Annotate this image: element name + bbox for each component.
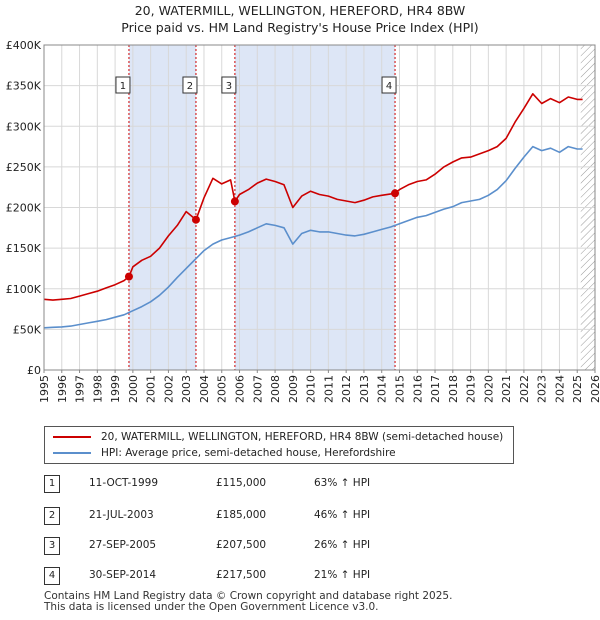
sale-row: 2 21-JUL-2003 £185,000 46% ↑ HPI (44, 506, 564, 526)
x-tick-label: 1996 (56, 375, 69, 403)
x-tick-label: 2003 (180, 375, 193, 403)
sale-number-badge: 3 (44, 537, 60, 555)
sale-label-box (182, 76, 198, 94)
sale-label-box (381, 76, 397, 94)
sale-label-box (221, 76, 237, 94)
legend-swatch-property (53, 436, 91, 438)
x-tick-label: 2017 (429, 375, 442, 403)
x-tick-label: 2015 (393, 375, 406, 403)
x-tick-label: 2004 (198, 375, 211, 403)
y-tick-label: £300K (6, 120, 42, 133)
sale-price: £207,500 (216, 539, 267, 551)
sale-date: 27-SEP-2005 (89, 539, 157, 551)
sale-hpi-change: 21% ↑ HPI (314, 569, 371, 581)
sale-label-box (115, 76, 131, 94)
sale-date: 11-OCT-1999 (89, 477, 158, 489)
sale-hpi-change: 46% ↑ HPI (314, 509, 371, 521)
plot-frame (43, 44, 596, 371)
x-tick-label: 1999 (109, 375, 122, 403)
y-tick-label: £250K (6, 161, 42, 174)
x-tick-label: 2023 (536, 375, 549, 403)
hpi-line (43, 145, 583, 329)
x-tick-label: 2019 (465, 375, 478, 403)
x-tick-label: 2024 (553, 375, 566, 403)
x-tick-label: 2000 (127, 375, 140, 403)
sale-row: 3 27-SEP-2005 £207,500 26% ↑ HPI (44, 536, 564, 556)
sale-point (191, 215, 200, 224)
x-tick-label: 2021 (500, 375, 513, 403)
sale-label-text: 4 (386, 81, 392, 92)
sale-number-badge: 2 (44, 507, 60, 525)
property-price-line (43, 93, 583, 301)
legend-item-property: 20, WATERMILL, WELLINGTON, HEREFORD, HR4… (53, 430, 503, 444)
legend-label-hpi: HPI: Average price, semi-detached house,… (101, 447, 396, 459)
chart-title: 20, WATERMILL, WELLINGTON, HEREFORD, HR4… (134, 3, 466, 18)
x-tick-label: 2007 (251, 375, 264, 403)
y-tick-label: £200K (6, 202, 42, 215)
y-tick-label: £150K (6, 242, 42, 255)
sale-date: 21-JUL-2003 (89, 509, 154, 521)
sale-number-badge: 1 (44, 475, 60, 493)
sale-hpi-change: 26% ↑ HPI (314, 539, 371, 551)
x-tick-label: 2008 (269, 375, 282, 403)
sale-price: £217,500 (216, 569, 267, 581)
x-tick-label: 2018 (447, 375, 460, 403)
sale-hpi-change: 63% ↑ HPI (314, 477, 371, 489)
footer-licence: This data is licensed under the Open Gov… (44, 601, 379, 613)
x-tick-label: 2016 (411, 375, 424, 403)
legend-label-property: 20, WATERMILL, WELLINGTON, HEREFORD, HR4… (101, 431, 504, 443)
sale-row: 1 11-OCT-1999 £115,000 63% ↑ HPI (44, 474, 564, 494)
sale-number-badge: 4 (44, 567, 60, 585)
sale-point (391, 189, 400, 198)
sale-row: 4 30-SEP-2014 £217,500 21% ↑ HPI (44, 566, 564, 586)
x-tick-label: 2014 (376, 375, 389, 403)
sale-label-text: 1 (120, 81, 126, 92)
y-tick-label: £400K (6, 39, 42, 52)
sale-point (230, 197, 239, 206)
sale-label-text: 3 (226, 81, 232, 92)
footer-copyright: Contains HM Land Registry data © Crown c… (44, 590, 453, 602)
x-tick-label: 2002 (162, 375, 175, 403)
legend-item-hpi: HPI: Average price, semi-detached house,… (53, 446, 396, 460)
legend: 20, WATERMILL, WELLINGTON, HEREFORD, HR4… (44, 426, 514, 464)
x-tick-label: 1995 (38, 375, 51, 403)
chart-subtitle: Price paid vs. HM Land Registry's House … (121, 20, 479, 35)
sale-label-text: 2 (187, 81, 193, 92)
x-tick-label: 2025 (571, 375, 584, 403)
x-tick-label: 2020 (482, 375, 495, 403)
x-tick-label: 2011 (322, 375, 335, 403)
sale-price: £115,000 (216, 477, 267, 489)
sale-date: 30-SEP-2014 (89, 569, 157, 581)
x-tick-label: 2026 (589, 375, 600, 403)
x-tick-label: 2012 (340, 375, 353, 403)
y-tick-label: £350K (6, 80, 42, 93)
price-chart: 1 2 3 4 £0 £50K £100K £150K £200K £250K £300K £350K… (6, 39, 600, 403)
x-tick-label: 1997 (74, 375, 87, 403)
x-tick-label: 2005 (216, 375, 229, 403)
y-tick-label: £100K (6, 283, 42, 296)
legend-swatch-hpi (53, 452, 91, 454)
x-tick-label: 2001 (145, 375, 158, 403)
y-tick-label: £0 (27, 364, 41, 377)
sale-point (124, 272, 133, 281)
x-tick-label: 2006 (234, 375, 247, 403)
sale-price: £185,000 (216, 509, 267, 521)
x-tick-label: 1998 (91, 375, 104, 403)
x-tick-label: 2009 (287, 375, 300, 403)
y-tick-label: £50K (13, 323, 42, 336)
x-tick-label: 2010 (305, 375, 318, 403)
x-tick-label: 2022 (518, 375, 531, 403)
x-tick-label: 2013 (358, 375, 371, 403)
